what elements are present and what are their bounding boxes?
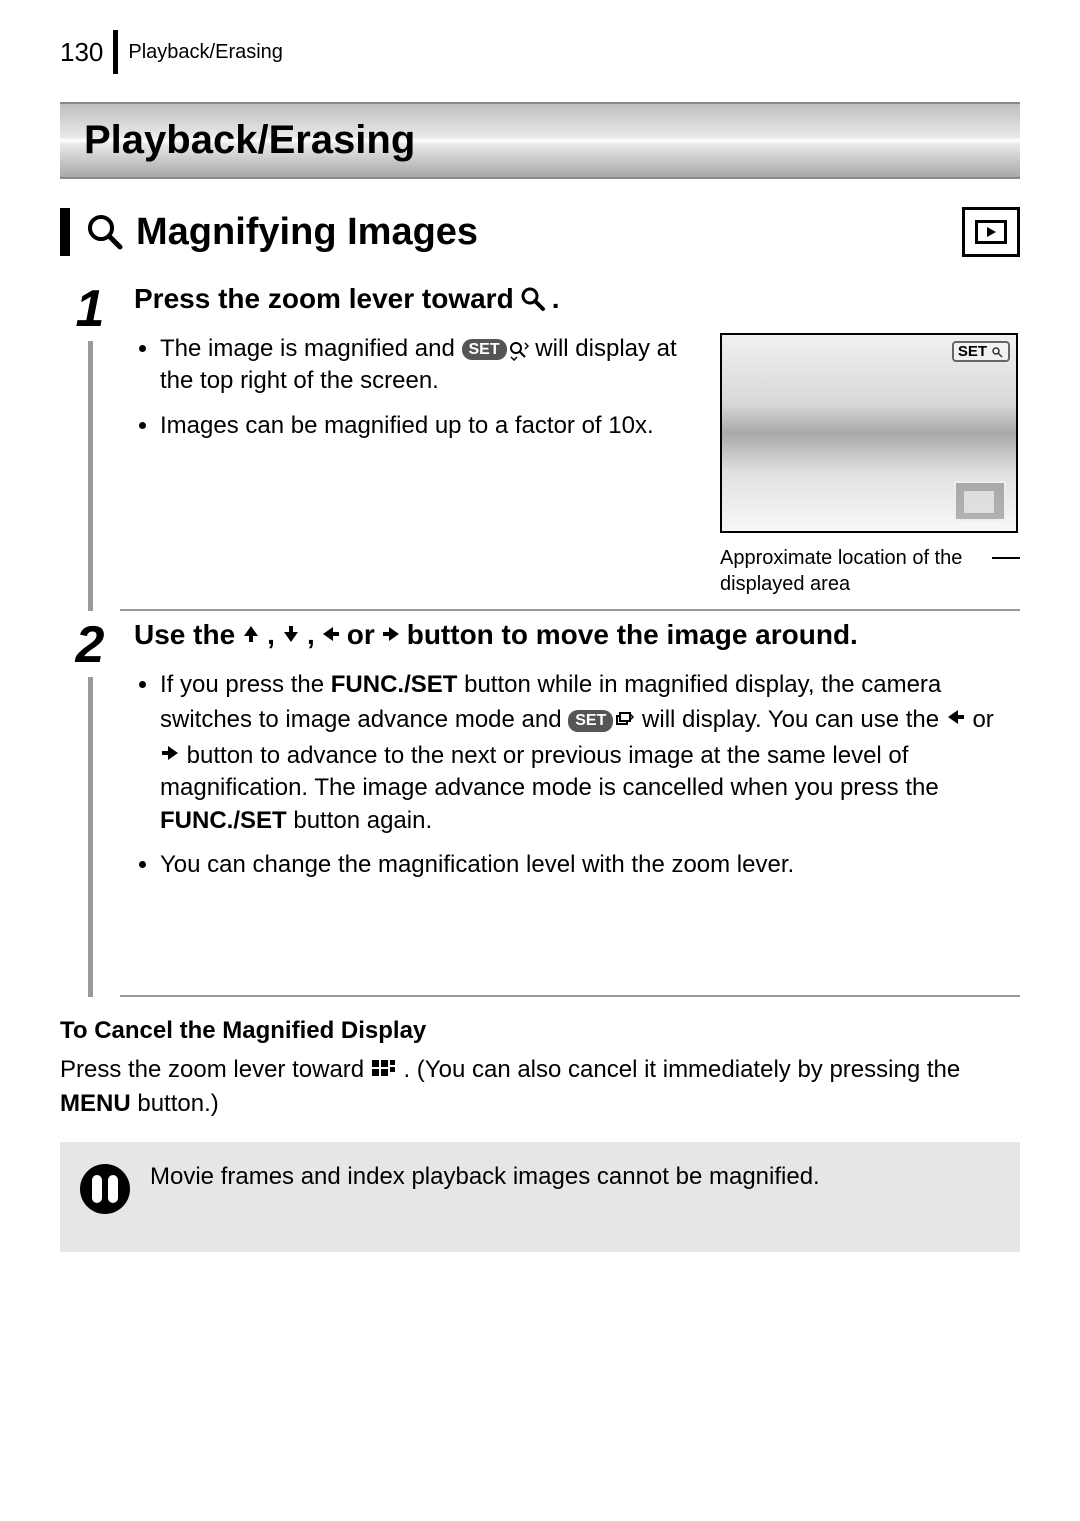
set-badge: SET <box>462 339 507 361</box>
lcd-navigator-inner <box>964 491 994 513</box>
lcd-navigator-box <box>954 481 1006 521</box>
caution-note-box: Movie frames and index playback images c… <box>60 1142 1020 1252</box>
section-title: Magnifying Images <box>86 211 478 254</box>
caution-text: Movie frames and index playback images c… <box>150 1160 820 1194</box>
step2-bullet-1: If you press the FUNC./SET button while … <box>160 669 1020 837</box>
step2-heading: Use the , , or button to move the image … <box>134 619 1020 651</box>
image-advance-icon <box>613 710 635 732</box>
chapter-title: Playback/Erasing <box>84 118 996 163</box>
step1-heading: Press the zoom lever toward . <box>134 283 1020 315</box>
magnify-icon <box>520 286 546 312</box>
set-badge: SET <box>568 710 613 732</box>
step1-heading-before: Press the zoom lever toward <box>134 283 514 315</box>
section-title-text: Magnifying Images <box>136 211 478 254</box>
step-vertical-line <box>88 677 93 997</box>
magnify-move-icon <box>507 339 529 361</box>
arrow-left-icon <box>946 703 966 733</box>
step-1: 1 Press the zoom lever toward . <box>60 283 1020 611</box>
lcd-caption: Approximate location of the displayed ar… <box>720 545 986 597</box>
lcd-caption-row: Approximate location of the displayed ar… <box>720 545 1020 597</box>
step2-bullet-2: You can change the magnification level w… <box>160 849 1020 881</box>
step-body: Press the zoom lever toward . The image … <box>120 283 1020 611</box>
step-vertical-line <box>88 341 93 611</box>
arrow-up-icon <box>241 620 261 651</box>
cancel-heading: To Cancel the Magnified Display <box>60 1017 1020 1045</box>
header-section-label: Playback/Erasing <box>128 41 283 64</box>
arrow-left-icon <box>321 620 341 651</box>
step1-text: The image is magnified and SET will disp… <box>134 333 700 597</box>
step1-bullet-1: The image is magnified and SET will disp… <box>160 333 700 398</box>
cancel-text: Press the zoom lever toward . (You can a… <box>60 1053 1020 1120</box>
section-marker <box>60 208 70 256</box>
chapter-title-bar: Playback/Erasing <box>60 102 1020 179</box>
header-divider <box>113 30 118 74</box>
step2-text: If you press the FUNC./SET button while … <box>134 669 1020 881</box>
arrow-right-icon <box>160 739 180 769</box>
step1-bullet-2: Images can be magnified up to a factor o… <box>160 410 700 442</box>
step-num-col: 1 <box>60 283 120 611</box>
caption-leader-line <box>992 557 1020 559</box>
magnify-icon <box>86 213 124 251</box>
arrow-right-icon <box>381 620 401 651</box>
section-left: Magnifying Images <box>60 208 478 256</box>
section-header-row: Magnifying Images <box>60 207 1020 257</box>
magnify-move-icon <box>990 345 1004 359</box>
steps-block: 1 Press the zoom lever toward . <box>60 283 1020 997</box>
step-number: 2 <box>76 619 105 677</box>
playback-mode-icon <box>962 207 1020 257</box>
page-header: 130 Playback/Erasing <box>60 30 1020 74</box>
step-num-col: 2 <box>60 619 120 997</box>
page-number: 130 <box>60 37 109 68</box>
arrow-down-icon <box>281 620 301 651</box>
manual-page: 130 Playback/Erasing Playback/Erasing Ma… <box>0 0 1080 1312</box>
step1-heading-after: . <box>552 283 560 315</box>
step-2: 2 Use the , , or button to move the imag… <box>60 619 1020 997</box>
step-number: 1 <box>76 283 105 341</box>
step1-image-col: SET Approximate location of the displaye… <box>720 333 1020 597</box>
lcd-set-badge: SET <box>952 341 1010 362</box>
lcd-screenshot: SET <box>720 333 1018 533</box>
index-icon <box>371 1059 397 1079</box>
caution-icon <box>80 1164 130 1214</box>
step1-content-row: The image is magnified and SET will disp… <box>134 333 1020 597</box>
step-body: Use the , , or button to move the image … <box>120 619 1020 997</box>
